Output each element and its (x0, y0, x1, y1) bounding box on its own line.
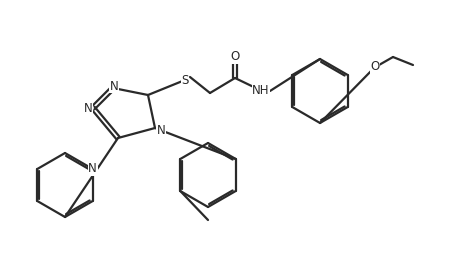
Text: N: N (88, 163, 97, 176)
Text: N: N (84, 101, 93, 114)
Text: N: N (110, 80, 118, 92)
Text: NH: NH (252, 84, 270, 98)
Text: N: N (157, 123, 165, 136)
Text: O: O (370, 60, 380, 73)
Text: O: O (230, 50, 240, 63)
Text: S: S (181, 73, 188, 87)
